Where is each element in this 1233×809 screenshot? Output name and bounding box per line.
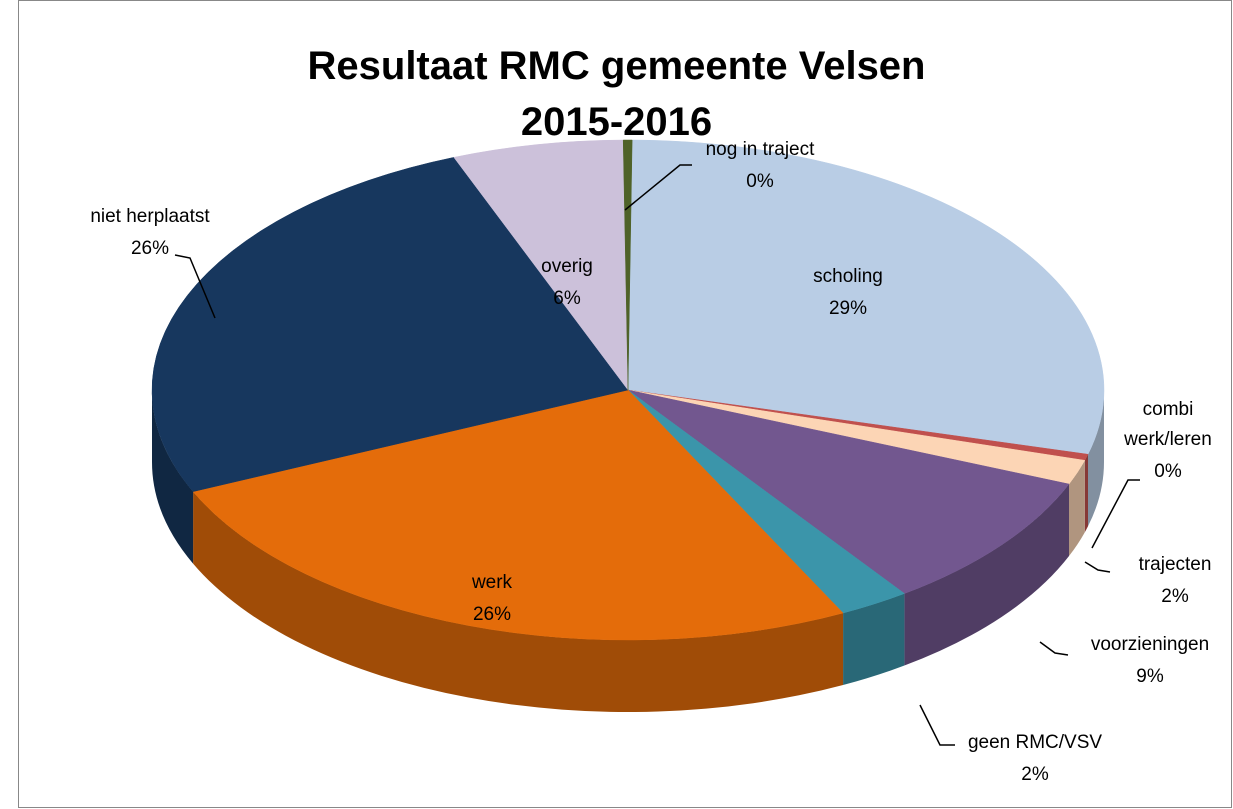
label-value: 6% [553, 288, 581, 309]
label-name: combi werk/leren [1124, 399, 1212, 450]
slice [622, 139, 633, 391]
label-name: geen RMC/VSV [967, 732, 1103, 753]
data-label: trajecten 2% [1139, 550, 1212, 613]
slice-side [1087, 390, 1104, 527]
label-name: nog in traject [705, 139, 815, 160]
slice [453, 139, 629, 391]
data-label: niet herplaatst 26% [90, 202, 209, 265]
slice-side [1069, 460, 1085, 557]
chart-title: Resultaat RMC gemeente Velsen 2015-2016 [307, 44, 926, 144]
label-value: 0% [1154, 461, 1182, 482]
data-label: geen RMC/VSV 2% [968, 728, 1102, 791]
label-name: overig [541, 256, 593, 277]
slice-side [193, 491, 844, 713]
slice [627, 139, 1105, 455]
slice [627, 389, 1070, 594]
leader-lines [174, 164, 1140, 746]
data-label: voorzieningen 9% [1091, 630, 1209, 693]
label-name: trajecten [1138, 554, 1212, 575]
slice-side [904, 484, 1070, 666]
chart-border [18, 0, 1232, 808]
label-value: 29% [828, 298, 868, 319]
data-label: combi werk/leren 0% [1113, 395, 1223, 488]
label-value: 9% [1136, 666, 1164, 687]
label-value: 2% [1161, 586, 1189, 607]
slice-side [843, 593, 905, 686]
slice-side [1084, 454, 1088, 533]
slice-side [152, 390, 194, 564]
label-name: niet herplaatst [90, 206, 210, 227]
label-value: 26% [472, 604, 512, 625]
slice [151, 157, 629, 492]
data-label: nog in traject 0% [706, 135, 815, 198]
label-name: werk [471, 572, 513, 593]
label-name: voorzieningen [1090, 634, 1210, 655]
data-label: werk 26% [472, 568, 512, 631]
label-value: 0% [746, 171, 774, 192]
label-value: 2% [1021, 764, 1049, 785]
data-label: overig 6% [541, 252, 593, 315]
data-label: scholing 29% [813, 262, 883, 325]
label-name: scholing [813, 266, 883, 287]
slice [192, 389, 844, 641]
label-value: 26% [130, 238, 170, 259]
